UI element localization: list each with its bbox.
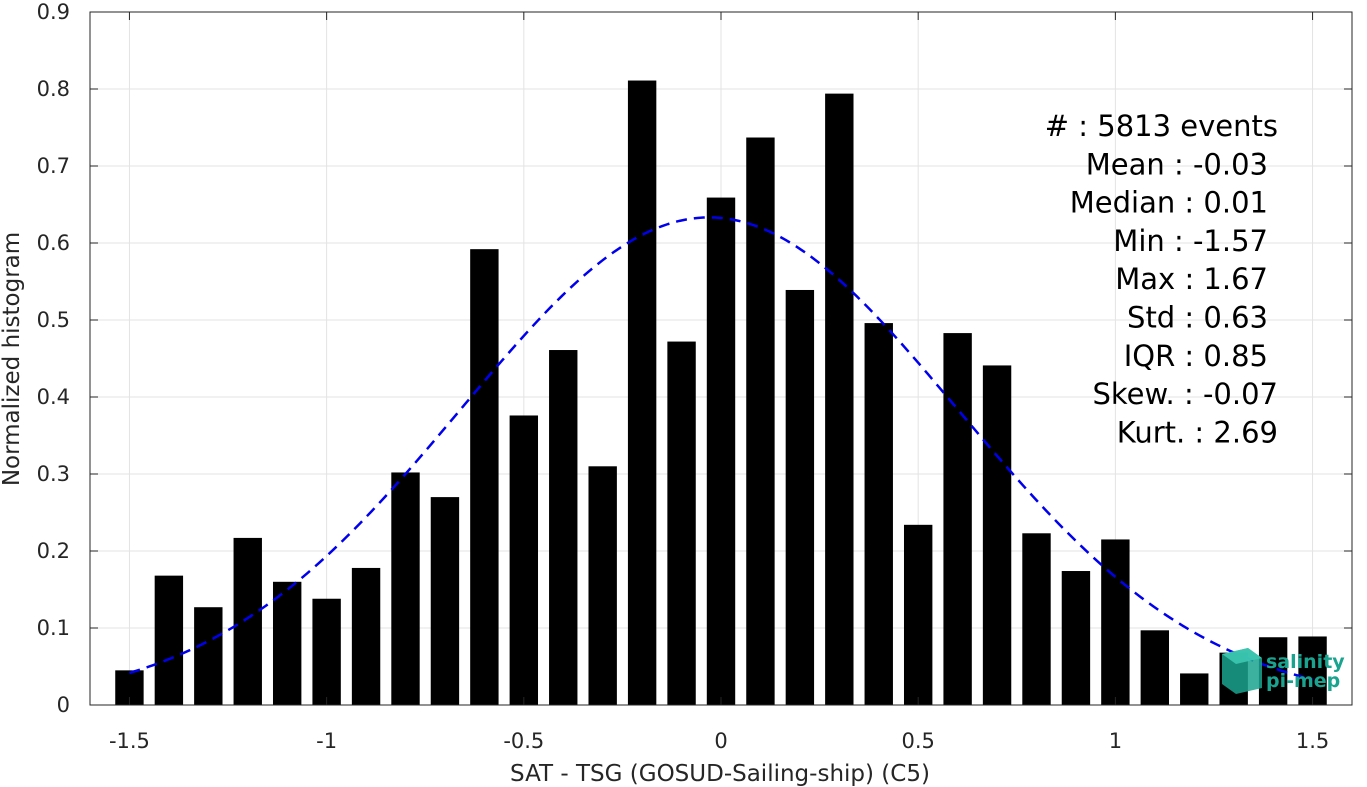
y-tick-label: 0.7 (37, 154, 70, 178)
histogram-bar (1298, 636, 1327, 705)
stat-line: Min : -1.57 (1113, 224, 1268, 258)
x-tick-label: -0.5 (503, 729, 544, 753)
stat-line: Mean : -0.03 (1086, 147, 1268, 181)
y-tick-label: 0.1 (37, 616, 70, 640)
histogram-bar (509, 415, 539, 705)
histogram-bar (627, 80, 657, 705)
stat-line: Max : 1.67 (1115, 262, 1268, 296)
histogram-bar (154, 575, 184, 705)
salinity-pimep-logo: salinity pi-mep (1222, 648, 1345, 694)
stat-line: Skew. : -0.07 (1092, 377, 1278, 411)
histogram-bar (1022, 533, 1051, 705)
x-axis-title: SAT - TSG (GOSUD-Sailing-ship) (C5) (510, 761, 930, 787)
statistics-box: # : 5813 events Mean : -0.03 Median : 0.01… (1045, 109, 1278, 449)
histogram-bar (351, 567, 381, 705)
y-tick-label: 0.4 (37, 385, 70, 409)
histogram-bar (667, 341, 696, 705)
histogram-bar (903, 524, 933, 705)
x-axis-ticks: -1.5 -1 -0.5 0 0.5 1 1.5 (109, 12, 1329, 753)
histogram-bar (470, 249, 499, 705)
histogram-bar (1140, 630, 1170, 705)
histogram-bar (430, 497, 460, 705)
logo-cube-face-icon (1222, 648, 1262, 664)
histogram-bars (115, 80, 1327, 706)
stat-line: Kurt. : 2.69 (1117, 415, 1278, 449)
normal-fit-curve (129, 216, 1313, 681)
normal-fit-curve-group (129, 216, 1313, 681)
histogram-bar (588, 466, 617, 705)
x-tick-label: -1.5 (109, 729, 150, 753)
histogram-bar (943, 333, 972, 705)
y-axis-ticks: 0 0.1 0.2 0.3 0.4 0.5 0.6 0.7 0.8 0.9 (37, 0, 1352, 717)
y-tick-label: 0.9 (37, 0, 70, 24)
histogram-bar (982, 365, 1012, 705)
logo-line1: salinity (1266, 651, 1345, 673)
x-tick-label: 0.5 (901, 729, 934, 753)
histogram-bar (746, 137, 775, 705)
histogram-bar (1061, 571, 1091, 705)
x-tick-label: 0 (714, 729, 727, 753)
histogram-bar (825, 93, 854, 706)
histogram-bar (272, 581, 302, 705)
histogram-bar (312, 598, 341, 705)
y-tick-label: 0.2 (37, 539, 70, 563)
stat-line: Std : 0.63 (1127, 301, 1268, 335)
logo-line2: pi-mep (1266, 670, 1340, 692)
histogram-bar (706, 197, 736, 705)
x-tick-label: 1 (1109, 729, 1122, 753)
y-tick-label: 0.5 (37, 308, 70, 332)
y-tick-label: 0.3 (37, 462, 70, 486)
histogram-bar (391, 472, 420, 705)
y-axis-title: Normalized histogram (0, 232, 25, 486)
histogram-bar (1180, 673, 1209, 705)
y-tick-label: 0.8 (37, 77, 70, 101)
y-tick-label: 0.6 (37, 231, 70, 255)
histogram-bar (549, 350, 578, 705)
y-tick-label: 0 (57, 693, 70, 717)
histogram-bar (864, 323, 893, 705)
stat-line: Median : 0.01 (1070, 186, 1268, 220)
histogram-bar (785, 289, 815, 705)
x-tick-label: -1 (316, 729, 337, 753)
stat-line: IQR : 0.85 (1124, 339, 1268, 373)
stat-line: # : 5813 events (1045, 109, 1278, 143)
histogram-bar (233, 537, 262, 705)
histogram-bar (194, 607, 223, 705)
histogram-bar (1101, 539, 1130, 705)
x-tick-label: 1.5 (1296, 729, 1329, 753)
